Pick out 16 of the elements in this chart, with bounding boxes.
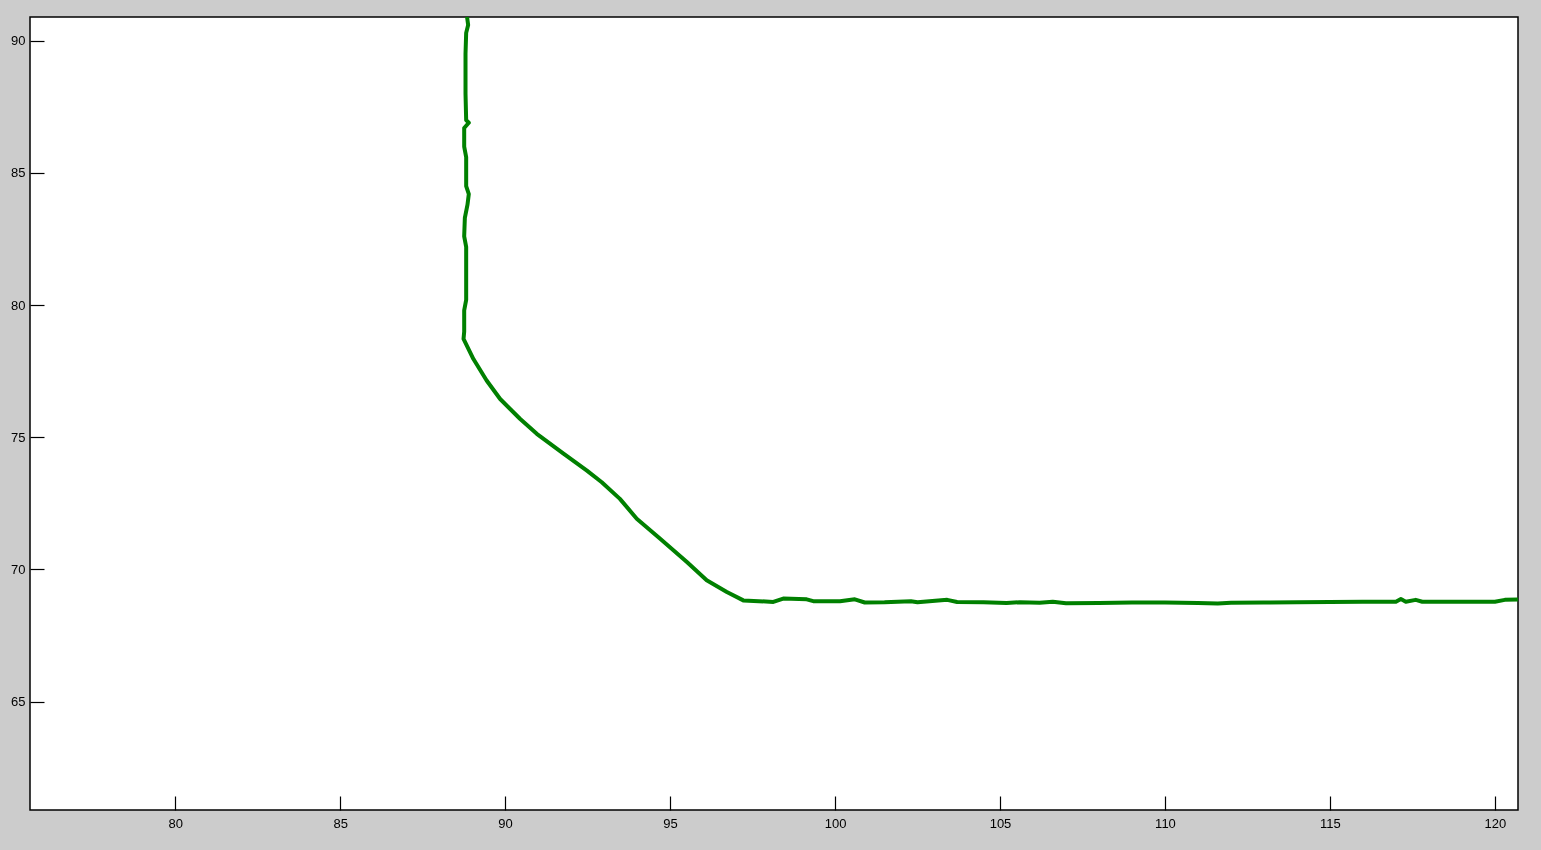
x-tick-label: 90 xyxy=(498,815,513,831)
y-tick-label: 90 xyxy=(11,33,26,49)
y-tick-label: 75 xyxy=(11,429,26,445)
y-tick-label: 85 xyxy=(11,165,26,181)
x-tick-label: 80 xyxy=(168,815,183,831)
x-tick-label: 85 xyxy=(333,815,348,831)
x-tick-label: 120 xyxy=(1484,815,1507,831)
x-tick-label: 95 xyxy=(663,815,678,831)
x-tick-label: 110 xyxy=(1155,815,1176,831)
y-tick-label: 70 xyxy=(11,561,26,577)
x-tick-label: 105 xyxy=(989,815,1012,831)
x-tick-label: 100 xyxy=(824,815,847,831)
line-series xyxy=(461,17,1518,606)
y-tick-label: 80 xyxy=(11,297,26,313)
y-tick-label: 65 xyxy=(11,694,26,710)
x-tick-label: 115 xyxy=(1320,815,1341,831)
